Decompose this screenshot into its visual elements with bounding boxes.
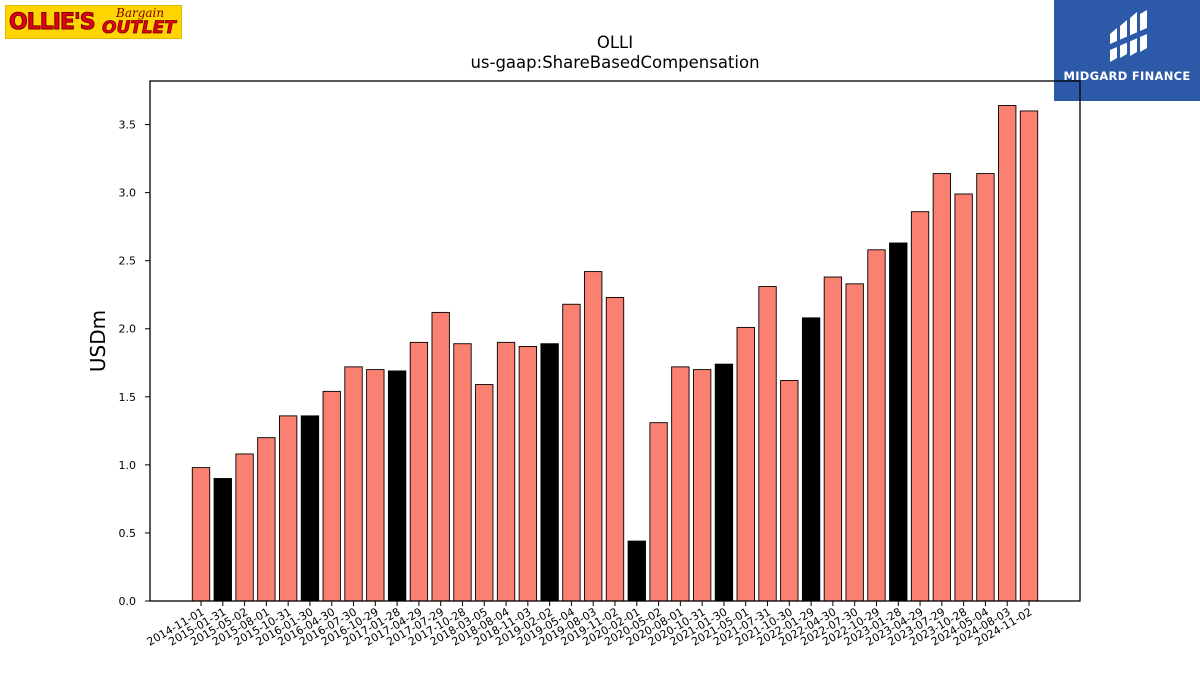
logo-outlet-text: OUTLET (102, 18, 177, 38)
bar-2018-11-03 (518, 346, 538, 602)
bar-2022-04-30 (823, 276, 843, 602)
chart-title: OLLI (597, 33, 633, 52)
bar-2023-01-28 (889, 242, 908, 602)
bars-group (191, 105, 1039, 602)
bar-2018-03-05 (475, 384, 494, 602)
y-tick-label: 2.0 (119, 323, 137, 336)
bar-2017-07-29 (431, 311, 450, 602)
bar-2019-08-03 (584, 271, 603, 602)
bar-2021-10-30 (780, 380, 799, 602)
bar-2018-08-04 (496, 341, 516, 602)
y-tick-label: 1.0 (119, 459, 137, 472)
y-axis-label: USDm (86, 310, 110, 372)
bar-2024-05-04 (976, 173, 995, 602)
bar-2017-01-28 (387, 370, 407, 602)
bar-2014-11-01 (191, 467, 211, 602)
bar-2017-04-29 (409, 341, 429, 602)
bar-2023-10-28 (954, 193, 973, 602)
bar-2020-10-31 (692, 369, 712, 602)
bar-2022-10-29 (867, 249, 886, 602)
midgard-finance-logo: MIDGARD FINANCE (1054, 0, 1200, 101)
bar-2016-01-30 (300, 415, 320, 602)
y-tick-label: 3.5 (119, 119, 137, 132)
bar-2023-04-29 (910, 211, 930, 602)
y-tick-label: 2.5 (119, 255, 137, 268)
y-tick-label: 3.0 (119, 187, 137, 200)
bar-2017-10-28 (453, 343, 472, 602)
bar-2020-08-01 (671, 366, 690, 602)
bar-2024-08-03 (998, 105, 1017, 602)
bar-2021-07-31 (758, 286, 777, 602)
bar-2019-11-02 (605, 296, 625, 602)
bar-2016-04-30 (322, 390, 341, 602)
bar-2015-10-31 (278, 415, 298, 602)
bar-2022-07-30 (845, 283, 864, 602)
y-tick-label: 1.5 (119, 391, 137, 404)
y-ticks-group: 0.0 0.5 1.0 1.5 2.0 2.5 3.0 3.5 (119, 119, 150, 608)
bar-2015-01-31 (213, 478, 232, 602)
bar-2020-05-02 (649, 422, 668, 602)
bar-2016-10-29 (366, 369, 385, 602)
y-tick-label: 0.5 (119, 527, 137, 540)
bar-2024-11-02 (1019, 110, 1039, 602)
bar-2021-05-01 (736, 326, 755, 602)
ollies-logo: Bargain OLLIE'S OUTLET (5, 5, 182, 39)
bar-2015-08-01 (257, 437, 276, 602)
midgard-finance-caption: MIDGARD FINANCE (1063, 69, 1191, 83)
bar-2020-02-01 (627, 540, 646, 602)
logo-ollies-text: OLLIE'S (9, 10, 97, 36)
plot-area-frame (149, 80, 1081, 602)
bar-2021-01-30 (714, 363, 734, 602)
logo-bargain-text: Bargain (116, 6, 165, 20)
x-ticks-group: 2014-11-012015-01-312015-05-022015-08-01… (145, 601, 1035, 649)
bar-2016-07-30 (344, 366, 363, 602)
bar-2015-05-02 (235, 453, 254, 602)
bar-2022-01-29 (801, 317, 821, 602)
bar-2019-05-04 (562, 303, 581, 602)
bar-2019-02-02 (540, 343, 559, 602)
y-tick-label: 0.0 (119, 595, 137, 608)
chart-subtitle: us-gaap:ShareBasedCompensation (470, 53, 759, 72)
midgard-emblem-icon (1110, 10, 1147, 62)
bar-2023-07-29 (932, 173, 952, 602)
